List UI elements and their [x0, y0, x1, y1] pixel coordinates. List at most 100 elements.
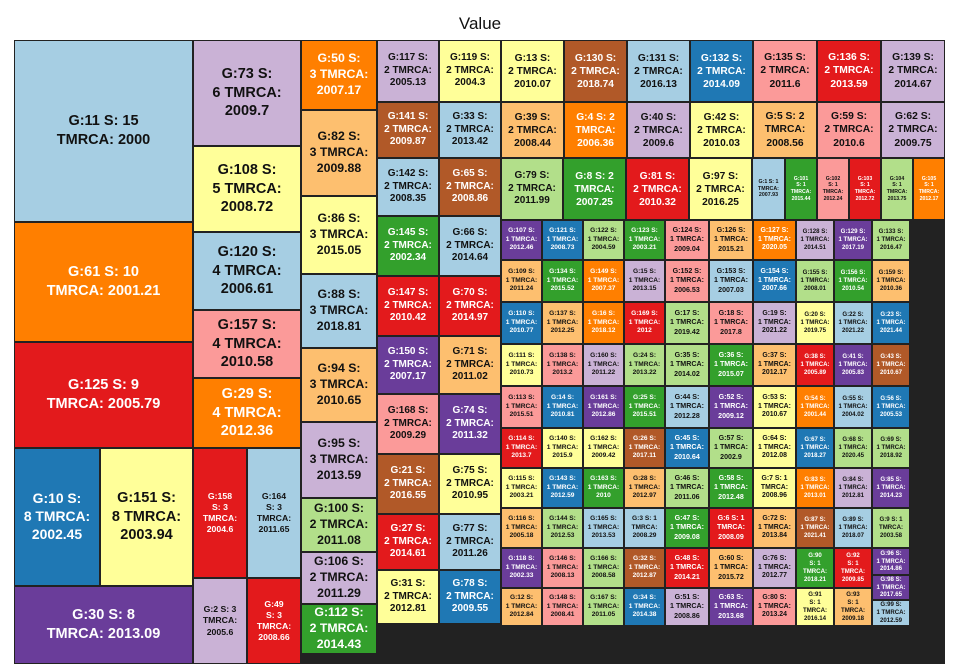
treemap-tile: G:108 S: 5 TMRCA: 2008.72	[193, 146, 301, 232]
treemap-tile: G:98 S: 1 TMRCA: 2017.65	[872, 575, 910, 600]
tile-label: G:83 S: 1 TMRCA: 2013.01	[800, 476, 830, 499]
tile-label: G:42 S: 2 TMRCA: 2010.03	[697, 111, 746, 149]
tile-label: G:103 S: 1 TMRCA: 2012.72	[854, 175, 876, 202]
treemap-tile: G:130 S: 2 TMRCA: 2018.74	[564, 40, 627, 102]
tile-label: G:113 S: 1 TMRCA: 2015.51	[505, 394, 538, 419]
tile-label: G:166 S: 1 TMRCA: 2008.58	[587, 555, 620, 580]
tile-label: G:20 S: 1 TMRCA: 2019.75	[800, 311, 830, 334]
tile-label: G:4 S: 2 TMRCA: 2006.36	[575, 111, 616, 149]
tile-label: G:150 S: 2 TMRCA: 2007.17	[384, 345, 432, 383]
treemap-tile: G:68 S: 1 TMRCA: 2020.45	[834, 428, 872, 468]
tile-label: G:100 S: 2 TMRCA: 2011.08	[309, 501, 369, 547]
tile-label: G:87 S: 1 TMRCA: 2021.41	[800, 516, 830, 539]
tile-label: G:97 S: 2 TMRCA: 2016.25	[696, 170, 745, 208]
treemap-tile: G:104 S: 1 TMRCA: 2013.75	[881, 158, 913, 220]
treemap-tile: G:32 S: 1 TMRCA: 2012.87	[624, 548, 665, 588]
tile-label: G:27 S: 2 TMRCA: 2014.61	[384, 522, 432, 560]
treemap-tile: G:66 S: 2 TMRCA: 2014.64	[439, 216, 501, 276]
treemap-tile: G:72 S: 1 TMRCA: 2013.84	[753, 508, 796, 548]
tile-label: G:143 S: 1 TMRCA: 2012.59	[546, 475, 579, 500]
treemap-tile: G:109 S: 1 TMRCA: 2011.24	[501, 260, 542, 302]
treemap-tile: G:154 S: 1 TMRCA: 2007.66	[753, 260, 796, 302]
treemap-tile: G:64 S: 1 TMRCA: 2012.08	[753, 428, 796, 468]
tile-label: G:9 S: 1 TMRCA: 2003.58	[878, 516, 904, 539]
treemap-tile: G:134 S: 1 TMRCA: 2015.52	[542, 260, 583, 302]
tile-label: G:134 S: 1 TMRCA: 2015.52	[546, 268, 579, 293]
tile-label: G:40 S: 2 TMRCA: 2009.6	[634, 111, 683, 149]
tile-label: G:26 S: 1 TMRCA: 2017.11	[628, 435, 661, 460]
treemap-tile: G:135 S: 2 TMRCA: 2011.6	[753, 40, 817, 102]
tile-label: G:49 S: 3 TMRCA: 2008.66	[256, 598, 292, 643]
treemap-tile: G:2 S: 3 TMRCA: 2005.6	[193, 578, 247, 664]
treemap-tile: G:39 S: 2 TMRCA: 2008.44	[501, 102, 564, 158]
treemap-tile: G:49 S: 3 TMRCA: 2008.66	[247, 578, 301, 664]
tile-label: G:155 S: 1 TMRCA: 2008.01	[800, 269, 830, 292]
tile-label: G:110 S: 1 TMRCA: 2010.77	[505, 310, 538, 335]
treemap-tile: G:162 S: 1 TMRCA: 2009.42	[583, 428, 624, 468]
treemap-tile: G:96 S: 1 TMRCA: 2014.86	[872, 548, 910, 575]
treemap-tile: G:67 S: 1 TMRCA: 2018.27	[796, 428, 834, 468]
treemap-tile: G:78 S: 2 TMRCA: 2009.55	[439, 570, 501, 624]
treemap-tile: G:124 S: 1 TMRCA: 2009.04	[665, 220, 709, 260]
tile-label: G:108 S: 5 TMRCA: 2008.72	[212, 162, 282, 216]
tile-label: G:159 S: 1 TMRCA: 2010.36	[876, 269, 906, 292]
tile-label: G:73 S: 6 TMRCA: 2009.7	[212, 66, 282, 120]
tile-label: G:86 S: 3 TMRCA: 2015.05	[309, 211, 369, 257]
treemap-tile: G:47 S: 1 TMRCA: 2009.08	[665, 508, 709, 548]
tile-label: G:43 S: 1 TMRCA: 2010.67	[876, 353, 906, 376]
tile-label: G:36 S: 1 TMRCA: 2015.07	[714, 351, 748, 378]
treemap-tile: G:120 S: 4 TMRCA: 2006.61	[193, 232, 301, 310]
tile-label: G:122 S: 1 TMRCA: 2004.59	[587, 227, 620, 252]
treemap-tile: G:5 S: 2 TMRCA: 2008.56	[753, 102, 817, 158]
treemap-tile: G:44 S: 1 TMRCA: 2012.28	[665, 386, 709, 428]
treemap-tile: G:52 S: 1 TMRCA: 2009.12	[709, 386, 753, 428]
tile-label: G:69 S: 1 TMRCA: 2018.92	[876, 436, 906, 459]
treemap: G:11 S: 15 TMRCA: 2000 G:61 S: 10 TMRCA: …	[14, 40, 945, 664]
treemap-tile: G:11 S: 15 TMRCA: 2000	[14, 40, 193, 222]
treemap-tile: G:168 S: 2 TMRCA: 2009.29	[377, 394, 439, 454]
treemap-tile: G:115 S: 1 TMRCA: 2003.21	[501, 468, 542, 508]
treemap-tile: G:31 S: 2 TMRCA: 2012.81	[377, 570, 439, 624]
treemap-tile: G:161 S: 1 TMRCA: 2012.86	[583, 386, 624, 428]
tile-label: G:45 S: 1 TMRCA: 2010.64	[670, 434, 704, 461]
treemap-tile: G:105 S: 1 TMRCA: 2012.17	[913, 158, 945, 220]
tile-label: G:44 S: 1 TMRCA: 2012.28	[670, 393, 704, 420]
tile-label: G:56 S: 1 TMRCA: 2005.53	[876, 395, 906, 418]
tile-label: G:80 S: 1 TMRCA: 2013.24	[758, 593, 791, 619]
treemap-tile: G:13 S: 2 TMRCA: 2010.07	[501, 40, 564, 102]
tile-label: G:102 S: 1 TMRCA: 2012.24	[822, 175, 844, 202]
treemap-tile: G:36 S: 1 TMRCA: 2015.07	[709, 344, 753, 386]
tile-label: G:116 S: 1 TMRCA: 2005.18	[505, 515, 538, 540]
treemap-tile: G:166 S: 1 TMRCA: 2008.58	[583, 548, 624, 588]
tile-label: G:105 S: 1 TMRCA: 2012.17	[918, 175, 940, 202]
tile-label: G:77 S: 2 TMRCA: 2011.26	[446, 522, 494, 560]
treemap-tile: G:156 S: 1 TMRCA: 2010.54	[834, 260, 872, 302]
treemap-tile: G:155 S: 1 TMRCA: 2008.01	[796, 260, 834, 302]
tile-label: G:92 S: 1 TMRCA: 2009.85	[840, 552, 866, 583]
treemap-tile: G:27 S: 2 TMRCA: 2014.61	[377, 514, 439, 570]
tile-label: G:16 S: 1 TMRCA: 2018.12	[587, 310, 620, 335]
treemap-tile: G:19 S: 1 TMRCA: 2021.22	[753, 302, 796, 344]
tile-label: G:137 S: 1 TMRCA: 2012.25	[546, 310, 579, 335]
tile-label: G:13 S: 2 TMRCA: 2010.07	[508, 52, 557, 90]
tile-label: G:109 S: 1 TMRCA: 2011.24	[505, 268, 538, 293]
treemap-tile: G:116 S: 1 TMRCA: 2005.18	[501, 508, 542, 548]
treemap-tile: G:60 S: 1 TMRCA: 2015.72	[709, 548, 753, 588]
treemap-tile: G:82 S: 3 TMRCA: 2009.88	[301, 110, 377, 196]
tile-label: G:133 S: 1 TMRCA: 2016.47	[876, 228, 906, 251]
tile-label: G:51 S: 1 TMRCA: 2008.86	[670, 593, 704, 620]
tile-label: G:19 S: 1 TMRCA: 2021.22	[758, 309, 791, 335]
treemap-tile: G:100 S: 2 TMRCA: 2011.08	[301, 498, 377, 552]
tile-label: G:167 S: 1 TMRCA: 2011.05	[587, 594, 620, 619]
treemap-tile: G:153 S: 1 TMRCA: 2007.03	[709, 260, 753, 302]
tile-label: G:6 S: 1 TMRCA: 2008.09	[717, 514, 745, 541]
tile-label: G:82 S: 3 TMRCA: 2009.88	[309, 129, 369, 175]
tile-label: G:156 S: 1 TMRCA: 2010.54	[838, 269, 868, 292]
treemap-tile: G:73 S: 6 TMRCA: 2009.7	[193, 40, 301, 146]
treemap-tile: G:92 S: 1 TMRCA: 2009.85	[834, 548, 872, 588]
tile-label: G:22 S: 1 TMRCA: 2021.22	[838, 311, 868, 334]
tile-label: G:29 S: 4 TMRCA: 2012.36	[212, 386, 282, 440]
treemap-tile: G:46 S: 1 TMRCA: 2011.06	[665, 468, 709, 508]
treemap-tile: G:123 S: 1 TMRCA: 2003.21	[624, 220, 665, 260]
treemap-tile: G:6 S: 1 TMRCA: 2008.09	[709, 508, 753, 548]
